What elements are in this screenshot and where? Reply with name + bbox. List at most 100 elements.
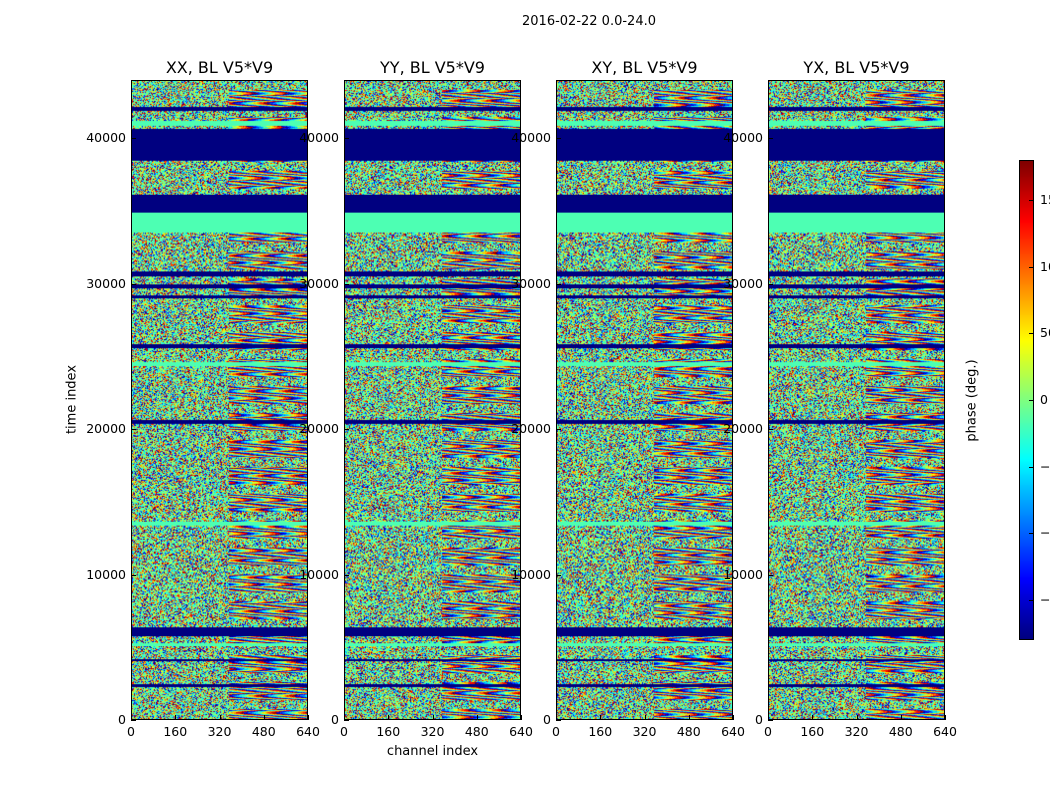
colorbar-tick-mark — [1029, 333, 1034, 335]
heatmap-cells-1 — [345, 81, 520, 719]
y-tick-mark — [344, 574, 349, 576]
x-tick-label: 480 — [888, 724, 913, 739]
y-tick-label: 10000 — [86, 566, 126, 582]
y-tick-label: 40000 — [723, 130, 763, 146]
x-tick-mark — [644, 715, 646, 720]
y-tick-label: 0 — [331, 712, 339, 727]
x-tick-label: 0 — [340, 724, 348, 739]
x-tick-label: 320 — [207, 724, 232, 739]
y-tick-mark — [131, 138, 136, 140]
y-tick-label: 0 — [755, 712, 763, 727]
x-tick-mark — [175, 715, 177, 720]
y-tick-mark — [344, 283, 349, 285]
colorbar-tick-mark — [1029, 466, 1034, 468]
x-tick-mark — [945, 715, 946, 720]
y-tick-label: 0 — [543, 712, 551, 727]
y-tick-mark — [131, 283, 136, 285]
heatmap-panel-1 — [344, 80, 521, 720]
x-axis-label: channel index — [386, 744, 479, 759]
x-tick-mark — [688, 715, 690, 720]
y-tick-mark — [131, 574, 136, 576]
y-tick-mark — [344, 138, 349, 140]
x-tick-label: 160 — [800, 724, 825, 739]
x-tick-label: 480 — [676, 724, 701, 739]
x-tick-mark — [476, 715, 478, 720]
colorbar-tick-mark — [1029, 600, 1034, 601]
colorbar-tick-label: 50 — [1040, 325, 1050, 341]
y-tick-mark — [344, 429, 349, 431]
x-tick-mark — [600, 715, 602, 720]
y-tick-mark — [768, 283, 773, 285]
y-tick-label: 10000 — [299, 566, 339, 582]
y-tick-label: 30000 — [723, 275, 763, 291]
x-tick-mark — [768, 715, 769, 720]
y-tick-mark — [768, 574, 773, 576]
x-tick-label: 0 — [552, 724, 560, 739]
x-tick-label: 320 — [632, 724, 657, 739]
x-tick-label: 0 — [127, 724, 135, 739]
colorbar-tick-label: 0 — [1040, 392, 1048, 407]
x-tick-mark — [131, 715, 132, 720]
x-tick-label: 160 — [376, 724, 401, 739]
x-tick-label: 640 — [296, 724, 320, 739]
heatmap-cells-3 — [769, 81, 944, 719]
heatmap-cells-0 — [132, 81, 307, 719]
y-tick-label: 10000 — [511, 566, 551, 582]
colorbar-tick-mark — [1029, 200, 1034, 201]
x-tick-label: 320 — [420, 724, 445, 739]
x-tick-mark — [900, 715, 902, 720]
y-tick-mark — [131, 429, 136, 431]
x-tick-mark — [308, 715, 309, 720]
x-tick-label: 640 — [509, 724, 533, 739]
panel-title-0: XX, BL V5*V9 — [165, 58, 274, 77]
colorbar-tick-mark — [1029, 533, 1034, 535]
y-tick-label: 30000 — [86, 275, 126, 291]
x-tick-label: 0 — [764, 724, 772, 739]
panel-title-3: YX, BL V5*V9 — [803, 58, 910, 77]
colorbar-tick-mark — [1029, 266, 1034, 268]
x-tick-label: 480 — [464, 724, 489, 739]
y-tick-mark — [768, 720, 773, 721]
y-tick-label: 10000 — [723, 566, 763, 582]
y-tick-label: 40000 — [86, 130, 126, 146]
x-tick-label: 160 — [588, 724, 613, 739]
y-tick-label: 20000 — [511, 421, 551, 437]
y-tick-label: 20000 — [86, 421, 126, 437]
y-tick-mark — [131, 720, 136, 721]
heatmap-panel-0 — [131, 80, 308, 720]
y-tick-label: 0 — [118, 712, 126, 727]
y-tick-label: 40000 — [511, 130, 551, 146]
colorbar-tick-label: −50 — [1040, 458, 1050, 474]
x-tick-mark — [219, 715, 221, 720]
x-tick-mark — [521, 715, 522, 720]
x-tick-label: 640 — [721, 724, 745, 739]
colorbar-tick-label: −150 — [1040, 592, 1050, 607]
x-tick-mark — [812, 715, 814, 720]
y-tick-label: 20000 — [723, 421, 763, 437]
x-tick-mark — [344, 715, 345, 720]
x-tick-mark — [263, 715, 265, 720]
colorbar-tick-mark — [1029, 400, 1034, 401]
y-tick-mark — [556, 138, 561, 140]
x-tick-mark — [856, 715, 858, 720]
x-tick-label: 480 — [251, 724, 276, 739]
colorbar-tick-label: −100 — [1040, 525, 1050, 541]
colorbar-tick-label: 100 — [1040, 258, 1050, 274]
y-tick-mark — [556, 720, 561, 721]
y-tick-mark — [344, 720, 349, 721]
heatmap-panel-2 — [556, 80, 733, 720]
colorbar-gradient — [1020, 161, 1033, 639]
x-tick-mark — [556, 715, 557, 720]
colorbar-label: phase (deg.) — [964, 359, 980, 442]
heatmap-cells-2 — [557, 81, 732, 719]
y-tick-mark — [556, 429, 561, 431]
y-tick-label: 30000 — [299, 275, 339, 291]
x-tick-label: 320 — [844, 724, 869, 739]
y-axis-label: time index — [64, 364, 80, 435]
y-tick-mark — [556, 283, 561, 285]
colorbar-tick-label: 150 — [1040, 192, 1050, 207]
heatmap-panel-3 — [768, 80, 945, 720]
y-tick-mark — [768, 138, 773, 140]
panel-title-1: YY, BL V5*V9 — [380, 58, 485, 77]
x-tick-mark — [733, 715, 734, 720]
